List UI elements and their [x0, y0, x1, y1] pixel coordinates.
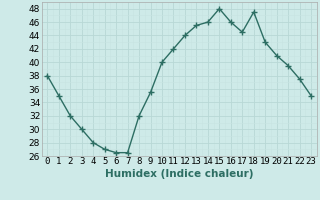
X-axis label: Humidex (Indice chaleur): Humidex (Indice chaleur) [105, 169, 253, 179]
